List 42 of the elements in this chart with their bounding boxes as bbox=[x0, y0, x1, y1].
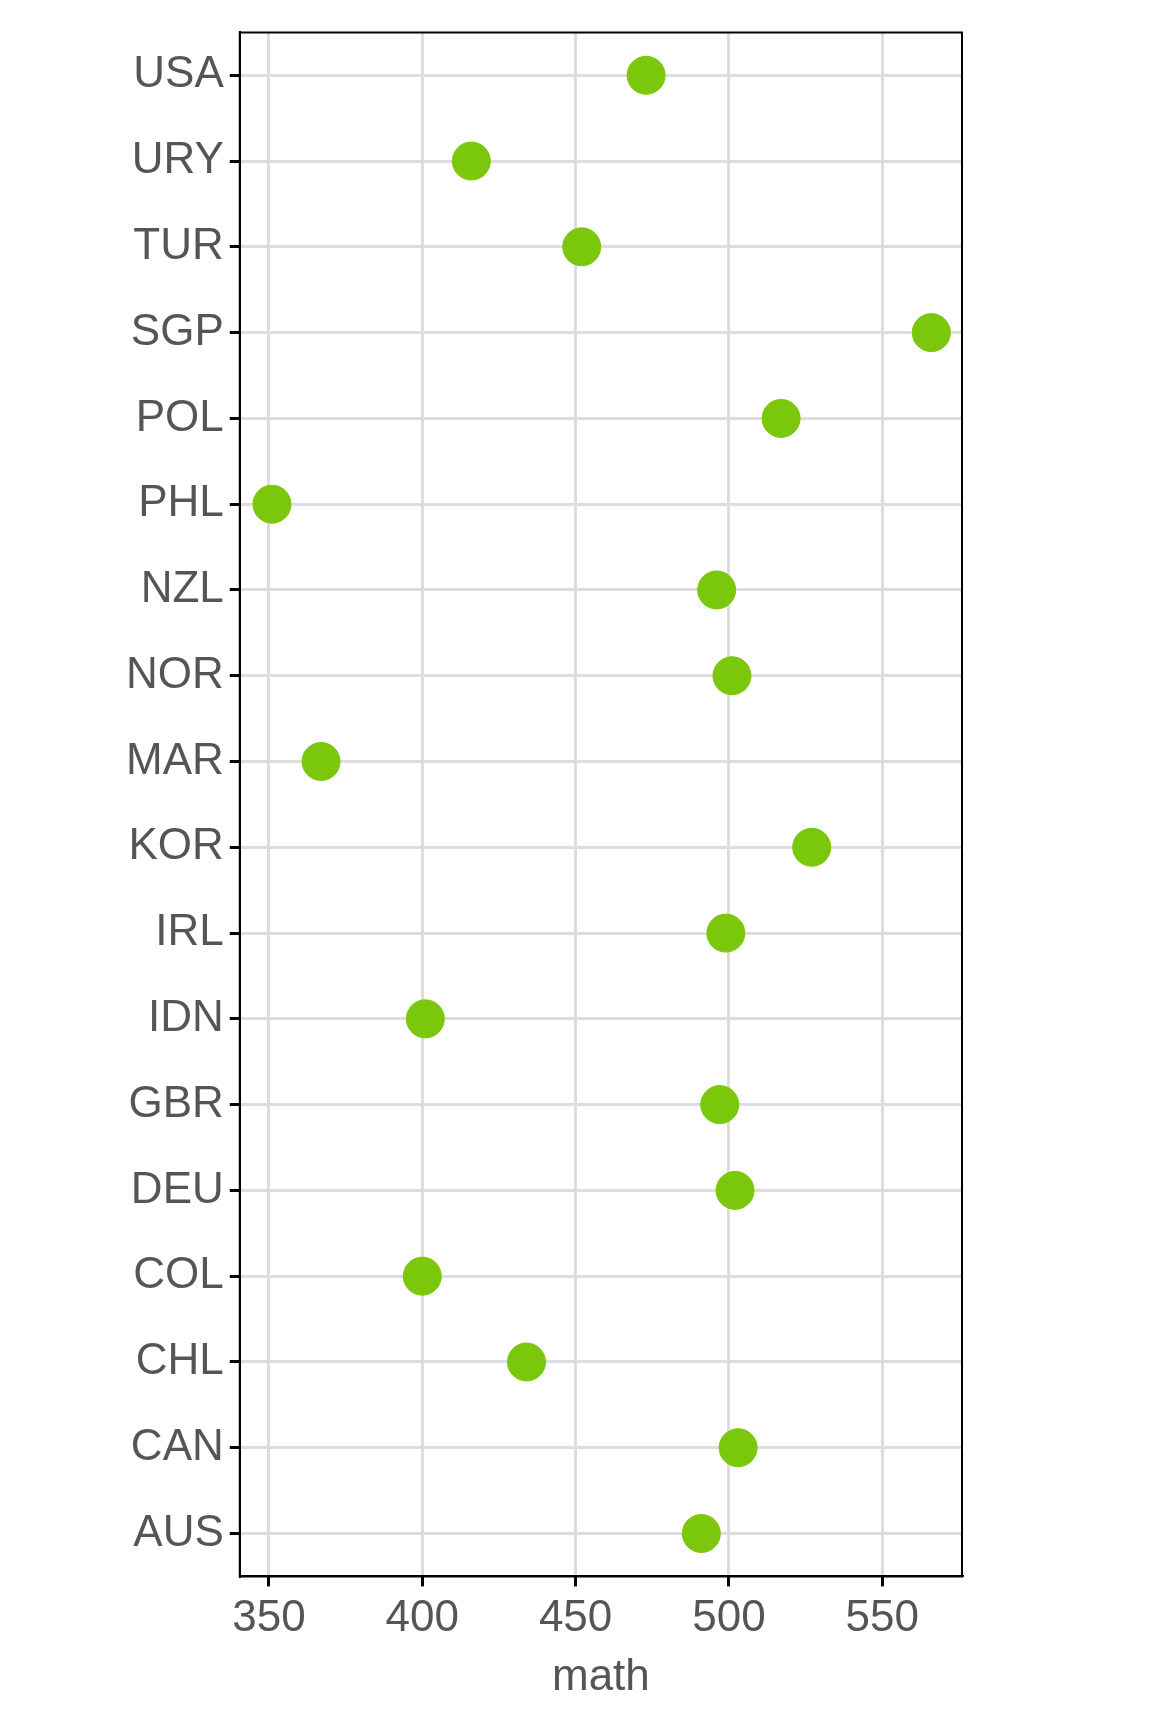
y-tick-label: POL bbox=[135, 390, 224, 440]
point bbox=[451, 141, 491, 181]
y-tick-label: GBR bbox=[128, 1076, 224, 1126]
y-tick-label: SGP bbox=[130, 304, 224, 354]
y-tick-label: NZL bbox=[140, 562, 224, 612]
point bbox=[507, 1342, 547, 1382]
y-tick-label: PHL bbox=[138, 476, 224, 526]
point bbox=[405, 999, 445, 1039]
point bbox=[301, 742, 341, 782]
y-tick-label: MAR bbox=[125, 733, 224, 783]
x-tick-label: 350 bbox=[232, 1590, 306, 1640]
y-tick-label: IRL bbox=[155, 905, 224, 955]
y-tick-label: URY bbox=[131, 133, 224, 183]
point bbox=[402, 1256, 442, 1296]
y-tick-label: KOR bbox=[128, 819, 224, 869]
point bbox=[718, 1428, 758, 1468]
point bbox=[252, 484, 292, 524]
point bbox=[761, 398, 801, 438]
y-tick-label: NOR bbox=[125, 647, 224, 697]
y-tick-label: IDN bbox=[147, 990, 224, 1040]
y-tick-label: CHL bbox=[135, 1334, 224, 1384]
point bbox=[626, 55, 666, 95]
point bbox=[681, 1514, 721, 1554]
x-tick-label: 550 bbox=[845, 1590, 919, 1640]
x-tick-label: 450 bbox=[538, 1590, 613, 1640]
y-tick-label: DEU bbox=[130, 1162, 224, 1212]
point bbox=[792, 827, 832, 867]
point bbox=[562, 227, 602, 267]
point bbox=[712, 656, 752, 696]
y-tick-label: USA bbox=[133, 47, 225, 97]
y-tick-label: AUS bbox=[133, 1505, 224, 1555]
x-axis-title: math bbox=[551, 1649, 650, 1699]
x-tick-label: 400 bbox=[385, 1590, 459, 1640]
point bbox=[697, 570, 737, 610]
y-tick-label: TUR bbox=[133, 218, 224, 268]
point bbox=[715, 1170, 755, 1210]
y-tick-label: COL bbox=[133, 1248, 224, 1298]
point bbox=[911, 313, 951, 353]
point bbox=[706, 913, 746, 953]
x-tick-label: 500 bbox=[692, 1590, 766, 1640]
y-tick-label: CAN bbox=[130, 1419, 224, 1469]
point bbox=[700, 1085, 740, 1125]
